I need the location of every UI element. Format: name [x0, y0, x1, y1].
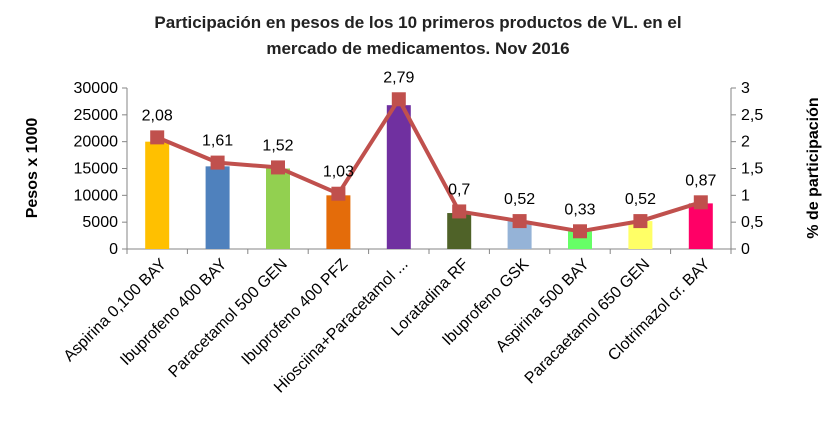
- data-label: 2,08: [142, 107, 173, 124]
- bar: [688, 203, 713, 249]
- right-tick-label: 0: [741, 241, 750, 258]
- category-label: Paracetamol 500 GEN: [166, 256, 291, 381]
- y2-axis-title: % de participación: [805, 97, 822, 238]
- left-tick-label: 20000: [74, 134, 119, 151]
- left-tick-label: 25000: [74, 107, 119, 124]
- line-point: [633, 214, 648, 229]
- category-label: Aspirina 0,100 BAY: [61, 256, 171, 366]
- data-label: 1,61: [202, 133, 233, 150]
- left-tick-label: 10000: [74, 187, 119, 204]
- right-tick-label: 2,5: [741, 107, 763, 124]
- bar: [205, 166, 230, 249]
- left-tick-label: 5000: [82, 214, 118, 231]
- right-tick-label: 2: [741, 134, 750, 151]
- line-point: [452, 204, 467, 219]
- left-tick-label: 30000: [74, 80, 119, 97]
- y-axis-title: Pesos x 1000: [24, 118, 41, 219]
- bar: [386, 105, 411, 249]
- chart-title-line-2: mercado de medicamentos. Nov 2016: [266, 39, 569, 58]
- category-label: Ibuprofeno 400 BAY: [117, 256, 230, 369]
- x-axis: [126, 248, 732, 254]
- series-line: [156, 97, 702, 234]
- line-point: [210, 155, 225, 170]
- bar: [447, 213, 472, 249]
- data-label: 2,79: [383, 69, 414, 86]
- category-label: Clotrimazol cr. BAY: [605, 256, 714, 365]
- line-point: [391, 92, 406, 107]
- category-label: Ibuprofeno 400 PFZ: [239, 256, 352, 369]
- data-label: 0,33: [564, 201, 595, 218]
- line-point: [573, 224, 587, 239]
- line-point: [512, 214, 527, 229]
- bar-series: [145, 105, 713, 249]
- right-tick-label: 0,5: [741, 214, 763, 231]
- line-point: [150, 130, 165, 145]
- left-tick-label: 0: [109, 241, 118, 258]
- right-tick-label: 3: [741, 80, 750, 97]
- data-label: 0,52: [625, 191, 656, 208]
- bar: [266, 168, 290, 249]
- category-label: Paracaetamol 650 GEN: [522, 256, 654, 388]
- right-tick-label: 1: [741, 187, 750, 204]
- bar: [145, 141, 170, 249]
- line-point: [271, 160, 285, 175]
- chart-title-line-1: Participación en pesos de los 10 primero…: [154, 13, 681, 32]
- right-y-axis: 0 0,5 1 1,5 2 2,5 3: [730, 80, 763, 258]
- line-point: [331, 186, 346, 201]
- bar: [326, 195, 351, 249]
- line-series: 2,08 1,61 1,52 1,03 2,79 0,7 0,52 0,33 0,52 0,87: [142, 69, 716, 239]
- right-tick-label: 1,5: [741, 161, 763, 178]
- data-label: 0,7: [448, 181, 470, 198]
- data-label: 0,87: [685, 172, 716, 189]
- line-point: [693, 195, 708, 210]
- data-label: 0,52: [504, 191, 535, 208]
- left-y-axis: 0 5000 10000 15000 20000 25000 30000: [74, 80, 128, 258]
- data-label: 1,03: [323, 164, 354, 181]
- left-tick-label: 15000: [74, 161, 119, 178]
- data-label: 1,52: [262, 137, 293, 154]
